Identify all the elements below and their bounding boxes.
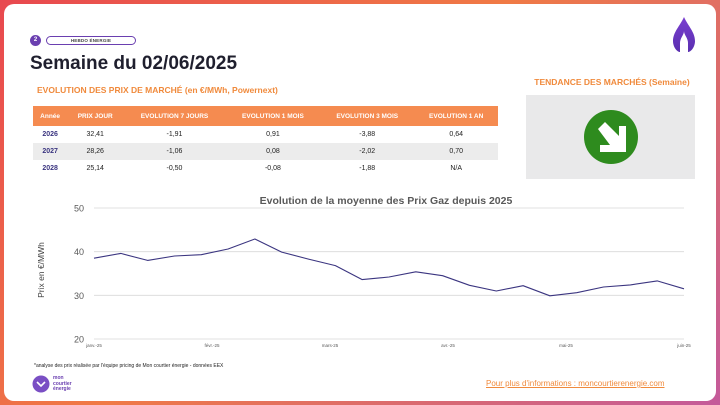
cell: -1,06 xyxy=(123,143,226,160)
chart-title: Evolution de la moyenne des Prix Gaz dep… xyxy=(260,195,513,207)
cell: -1,88 xyxy=(359,165,376,172)
table-row: 2028 25,14 -0,50 -0,08 -1,88 N/A xyxy=(33,160,498,177)
col-header: PRIX JOUR xyxy=(67,106,124,126)
brand-line: courtier xyxy=(53,380,72,387)
table-title: EVOLUTION DES PRIX DE MARCHÉ (en €/MWh, … xyxy=(37,85,278,95)
flame-logo-icon xyxy=(673,17,695,52)
x-tick-label: mai-25 xyxy=(559,343,573,348)
brand-line: mon xyxy=(53,375,64,381)
y-tick-label: 20 xyxy=(74,335,84,345)
cell: -2,02 xyxy=(320,143,415,160)
arrow-down-right-icon xyxy=(584,110,638,164)
col-header: EVOLUTION 3 MOIS xyxy=(320,106,415,126)
slide-card: 2 HEBDO ÉNERGIE Semaine du 02/06/2025 EV… xyxy=(4,4,716,401)
cell: -0,50 xyxy=(166,165,183,172)
cell: 0,70 xyxy=(414,143,498,160)
brand-name: mon courtier énergie xyxy=(53,375,72,393)
series-line xyxy=(93,238,685,297)
table-row: 2026 32,41 -1,91 0,91 -3,88 0,64 xyxy=(33,126,498,143)
cell: 28,26 xyxy=(67,143,124,160)
cell: 25,14 xyxy=(86,165,104,172)
info-link[interactable]: Pour plus d'informations : moncourtieren… xyxy=(486,379,665,388)
cell-year: 2026 xyxy=(42,131,58,138)
x-tick-labels: janv.-25 févr.-25 mars-25 avr.-25 mai-25 juin… xyxy=(85,343,691,348)
cell: 0,91 xyxy=(266,131,280,138)
col-header: EVOLUTION 7 JOURS xyxy=(123,106,226,126)
cell-year: 2027 xyxy=(33,143,68,160)
prices-table: Année PRIX JOUR EVOLUTION 7 JOURS EVOLUT… xyxy=(33,106,498,177)
page-number-badge: 2 xyxy=(30,35,41,46)
cell: 0,08 xyxy=(225,143,321,160)
x-tick-label: avr.-25 xyxy=(441,343,455,348)
brand-line: énergie xyxy=(53,386,71,392)
brand-logo-icon xyxy=(32,375,50,393)
cell-year: 2028 xyxy=(42,165,58,172)
cell: N/A xyxy=(450,165,463,172)
cell: -3,88 xyxy=(359,131,376,138)
y-tick-label: 50 xyxy=(74,204,84,214)
trend-title: TENDANCE DES MARCHÉS (Semaine) xyxy=(534,77,690,87)
trend-panel xyxy=(526,95,695,179)
table-header-row: Année PRIX JOUR EVOLUTION 7 JOURS EVOLUT… xyxy=(33,106,498,126)
col-header: EVOLUTION 1 MOIS xyxy=(225,106,321,126)
cell: -0,08 xyxy=(264,165,281,172)
x-tick-label: mars-25 xyxy=(322,343,339,348)
cell: -1,91 xyxy=(166,131,183,138)
col-header: EVOLUTION 1 AN xyxy=(414,106,498,126)
chart-svg: Evolution de la moyenne des Prix Gaz dep… xyxy=(36,195,691,348)
col-header: Année xyxy=(33,106,68,126)
grid-layer xyxy=(94,207,684,340)
section-tag: HEBDO ÉNERGIE xyxy=(46,36,136,45)
y-tick-label: 30 xyxy=(74,291,84,301)
x-tick-label: févr.-25 xyxy=(204,343,220,348)
x-tick-label: juin-25 xyxy=(676,343,691,348)
y-axis-label: Prix en €/MWh xyxy=(36,242,46,298)
x-tick-label: janv.-25 xyxy=(85,343,102,348)
footnote: *analyse des prix réalisée par l'équipe … xyxy=(34,363,224,369)
series-layer xyxy=(93,238,685,297)
gas-price-chart: Evolution de la moyenne des Prix Gaz dep… xyxy=(28,192,694,352)
table-row: 2027 28,26 -1,06 0,08 -2,02 0,70 xyxy=(33,143,498,160)
page-title: Semaine du 02/06/2025 xyxy=(30,53,238,74)
y-tick-label: 40 xyxy=(74,247,84,257)
cell: 32,41 xyxy=(86,131,104,138)
cell: 0,64 xyxy=(449,131,463,138)
y-tick-labels: 20 30 40 50 xyxy=(74,204,84,345)
